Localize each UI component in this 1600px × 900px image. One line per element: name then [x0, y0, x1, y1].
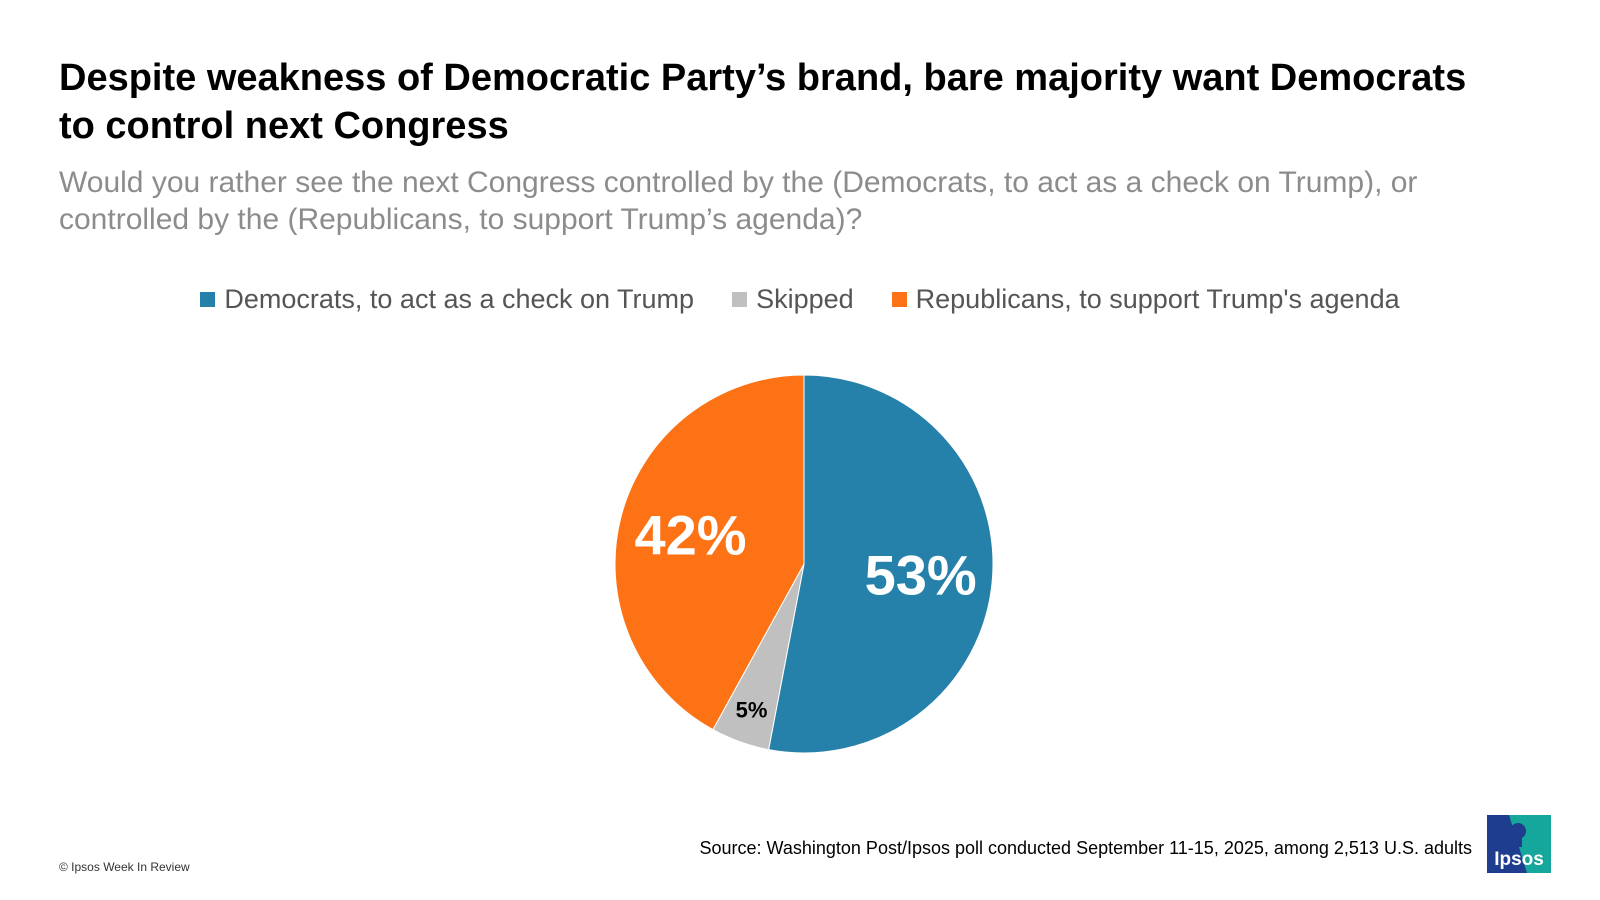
ipsos-logo: Ipsos [1487, 815, 1551, 873]
legend-item-democrats: Democrats, to act as a check on Trump [200, 284, 694, 315]
chart-subtitle: Would you rather see the next Congress c… [59, 166, 1418, 236]
pie-label-democrats: 53% [865, 544, 977, 607]
pie-slice-democrats [768, 374, 994, 754]
source-note: Source: Washington Post/Ipsos poll condu… [699, 838, 1472, 858]
pie-label-skipped: 5% [736, 697, 768, 722]
legend-label-skipped: Skipped [756, 284, 854, 314]
legend-swatch-democrats [200, 292, 216, 307]
copyright-note: © Ipsos Week In Review [59, 860, 190, 874]
logo-text: Ipsos [1494, 849, 1544, 870]
chart-legend: Democrats, to act as a check on Trump Sk… [0, 284, 1600, 315]
legend-label-republicans: Republicans, to support Trump's agenda [915, 284, 1400, 314]
chart-title: Despite weakness of Democratic Party’s b… [59, 57, 1467, 147]
pie-label-republicans: 42% [634, 503, 746, 566]
legend-item-republicans: Republicans, to support Trump's agenda [891, 284, 1400, 315]
pie-slice-republicans [614, 374, 805, 731]
legend-item-skipped: Skipped [732, 284, 854, 315]
legend-swatch-republicans [891, 292, 907, 307]
legend-swatch-skipped [732, 292, 748, 307]
legend-label-democrats: Democrats, to act as a check on Trump [224, 284, 695, 314]
